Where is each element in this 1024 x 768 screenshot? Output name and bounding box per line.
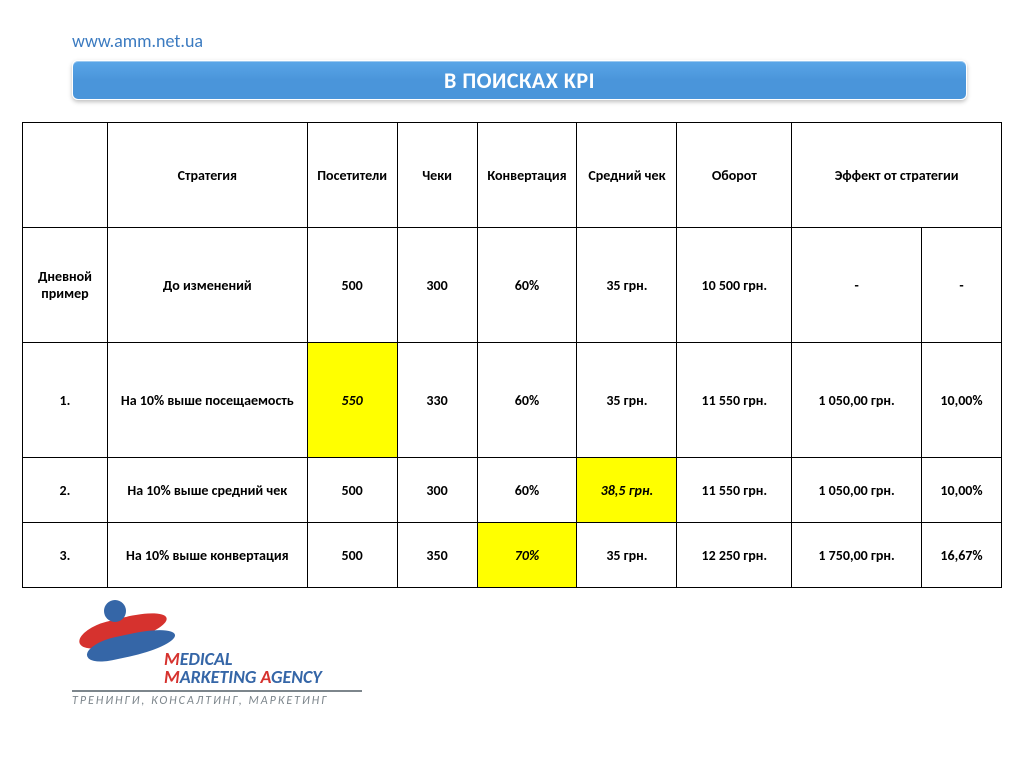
table-cell: На 10% выше посещаемость — [107, 343, 307, 458]
table-cell: 1. — [23, 343, 108, 458]
table-cell: 35 грн. — [577, 523, 677, 588]
table-row: 1.На 10% выше посещаемость55033060%35 гр… — [23, 343, 1002, 458]
table-cell: До изменений — [107, 228, 307, 343]
table-cell: 1 750,00 грн. — [792, 523, 922, 588]
table-cell: - — [792, 228, 922, 343]
table-cell: 10 500 грн. — [677, 228, 792, 343]
logo-a: A — [260, 666, 271, 688]
table-cell: 70% — [477, 523, 577, 588]
table-cell: 35 грн. — [577, 343, 677, 458]
table-cell: 35 грн. — [577, 228, 677, 343]
table-cell: 550 — [307, 343, 397, 458]
table-cell: 330 — [397, 343, 477, 458]
logo-m2: M — [164, 666, 180, 688]
hdr-turnover: Оборот — [677, 123, 792, 228]
table-cell: 60% — [477, 458, 577, 523]
logo-divider — [72, 690, 362, 692]
table-cell: 500 — [307, 228, 397, 343]
table-row: 2.На 10% выше средний чек50030060%38,5 г… — [23, 458, 1002, 523]
table-cell: 1 050,00 грн. — [792, 458, 922, 523]
table-cell: 300 — [397, 458, 477, 523]
table-cell: На 10% выше конвертация — [107, 523, 307, 588]
hdr-conversion: Конвертация — [477, 123, 577, 228]
table-cell: - — [922, 228, 1002, 343]
table-cell: 1 050,00 грн. — [792, 343, 922, 458]
table-cell: 500 — [307, 458, 397, 523]
kpi-table: Стратегия Посетители Чеки Конвертация Ср… — [22, 122, 1002, 588]
logo-tagline: ТРЕНИНГИ, КОНСАЛТИНГ, МАРКЕТИНГ — [72, 694, 362, 708]
table-cell: 300 — [397, 228, 477, 343]
table-cell: Дневной пример — [23, 228, 108, 343]
logo-marketing: ARKETING — [180, 666, 261, 688]
table-cell: 500 — [307, 523, 397, 588]
table-cell: 16,67% — [922, 523, 1002, 588]
table-cell: 350 — [397, 523, 477, 588]
table-cell: 10,00% — [922, 343, 1002, 458]
company-logo: MEDICAL MARKETING AGENCY ТРЕНИНГИ, КОНСА… — [72, 600, 362, 708]
logo-dot-icon — [104, 600, 126, 622]
table-row: Дневной примерДо изменений50030060%35 гр… — [23, 228, 1002, 343]
hdr-effect: Эффект от стратегии — [792, 123, 1002, 228]
hdr-blank — [23, 123, 108, 228]
table-cell: 11 550 грн. — [677, 458, 792, 523]
table-cell: 12 250 грн. — [677, 523, 792, 588]
table-cell: 2. — [23, 458, 108, 523]
site-url[interactable]: www.amm.net.ua — [72, 30, 203, 52]
logo-agency: GENCY — [271, 666, 322, 688]
table-cell: 3. — [23, 523, 108, 588]
table-cell: 38,5 грн. — [577, 458, 677, 523]
hdr-checks: Чеки — [397, 123, 477, 228]
table-row: 3.На 10% выше конвертация50035070%35 грн… — [23, 523, 1002, 588]
hdr-avgcheck: Средний чек — [577, 123, 677, 228]
hdr-strategy: Стратегия — [107, 123, 307, 228]
table-cell: 60% — [477, 343, 577, 458]
table-cell: На 10% выше средний чек — [107, 458, 307, 523]
table-header-row: Стратегия Посетители Чеки Конвертация Ср… — [23, 123, 1002, 228]
page-title: В ПОИСКАХ KPI — [72, 60, 967, 100]
hdr-visitors: Посетители — [307, 123, 397, 228]
table-cell: 11 550 грн. — [677, 343, 792, 458]
table-cell: 60% — [477, 228, 577, 343]
logo-mark — [72, 600, 362, 656]
table-cell: 10,00% — [922, 458, 1002, 523]
